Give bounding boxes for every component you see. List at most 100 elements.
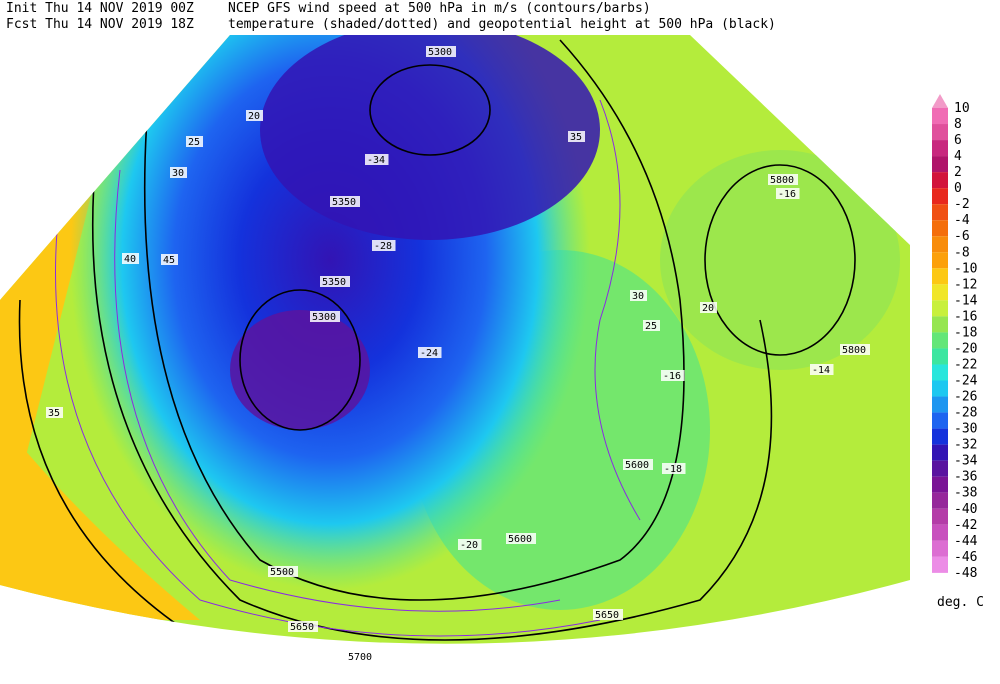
label-box [288, 621, 318, 632]
map-labels: 5300 5350 5350 5300 5600 5600 5800 5800 5500 5650… [46, 46, 870, 663]
label-box [170, 167, 187, 178]
legend-tick-label: 0 [954, 181, 962, 196]
warm-area [660, 150, 900, 370]
height-label: 5350 [332, 197, 356, 208]
legend-tick-label: -16 [954, 309, 977, 324]
label-box [246, 110, 263, 121]
legend-swatch [932, 348, 948, 365]
legend-tick-label: -18 [954, 325, 977, 340]
wind-label: 25 [645, 321, 657, 332]
legend-tick-label: -28 [954, 406, 977, 421]
legend-swatch [932, 268, 948, 285]
legend-swatch [932, 156, 948, 173]
height-label: 5300 [312, 312, 336, 323]
legend-swatch [932, 140, 948, 157]
legend-tick-label: -44 [954, 534, 978, 549]
height-label: 5800 [842, 345, 866, 356]
legend-tick-label: -20 [954, 341, 977, 356]
legend-tick-label: -38 [954, 486, 977, 501]
label-box [458, 539, 482, 550]
height-label: 5800 [770, 175, 794, 186]
legend-tick-label: -4 [954, 213, 970, 228]
label-box [330, 196, 360, 207]
legend-swatch [932, 524, 948, 541]
legend-swatch [932, 556, 948, 573]
legend-swatch [932, 508, 948, 525]
label-box [776, 188, 800, 199]
label-box [623, 459, 653, 470]
wind-label: 20 [702, 303, 714, 314]
legend-tick-label: -8 [954, 245, 970, 260]
legend-swatch [932, 460, 948, 477]
legend-tick-label: 8 [954, 117, 962, 132]
wind-label: 20 [248, 111, 260, 122]
colorbar: 1086420-2-4-6-8-10-12-14-16-18-20-22-24-… [932, 94, 978, 581]
label-box [122, 253, 139, 264]
wind-label: 35 [48, 408, 60, 419]
label-box [768, 174, 798, 185]
legend-tick-label: -30 [954, 422, 977, 437]
label-box [643, 320, 660, 331]
wind-label: 30 [632, 291, 644, 302]
wind-label: 35 [570, 132, 582, 143]
height-label: 5500 [270, 567, 294, 578]
wind-contours [55, 99, 641, 637]
legend-swatch [932, 300, 948, 317]
legend-tick-label: -24 [954, 374, 978, 389]
label-box [161, 254, 178, 265]
legend-swatch [932, 380, 948, 397]
label-box [840, 344, 870, 355]
legend-swatch [932, 252, 948, 269]
temperature-label: -28 [374, 241, 392, 252]
temperature-label: -18 [664, 464, 682, 475]
label-box [810, 364, 834, 375]
label-box [568, 131, 585, 142]
wind-label: 25 [188, 137, 200, 148]
legend-tick-label: 10 [954, 101, 970, 116]
temperature-label: -20 [460, 540, 478, 551]
legend-tick-label: 6 [954, 133, 962, 148]
legend-swatch [932, 540, 948, 557]
legend-swatch [932, 284, 948, 301]
legend-swatch [932, 492, 948, 509]
label-box [346, 651, 376, 662]
legend-unit: deg. C [937, 595, 984, 610]
label-box [630, 290, 647, 301]
legend-swatch [932, 172, 948, 189]
legend-tick-label: -34 [954, 454, 978, 469]
legend-tick-label: -48 [954, 566, 977, 581]
legend-arrow [932, 94, 948, 108]
legend-swatch [932, 364, 948, 381]
legend-tick-label: 4 [954, 149, 962, 164]
legend-tick-label: -42 [954, 518, 977, 533]
init-time: Init Thu 14 NOV 2019 00Z [6, 1, 194, 16]
wind-label: 45 [163, 255, 175, 266]
cold-core [230, 310, 370, 430]
height-label: 5350 [322, 277, 346, 288]
wind-label: 40 [124, 254, 136, 265]
height-label: 5650 [595, 610, 619, 621]
legend-swatch [932, 236, 948, 253]
temperature-label: -14 [812, 365, 830, 376]
label-box [46, 407, 63, 418]
label-box [662, 463, 686, 474]
legend-swatch [932, 428, 948, 445]
legend-swatch [932, 204, 948, 221]
label-box [310, 311, 340, 322]
temperature-label: -24 [420, 348, 438, 359]
legend-tick-label: -22 [954, 357, 977, 372]
label-box [661, 370, 685, 381]
legend-swatch [932, 412, 948, 429]
label-box [418, 347, 442, 358]
legend-tick-label: -32 [954, 438, 977, 453]
label-box [506, 533, 536, 544]
legend-swatch [932, 396, 948, 413]
wind-label: 30 [172, 168, 184, 179]
legend-swatch [932, 124, 948, 141]
height-label: 5600 [625, 460, 649, 471]
legend-swatch [932, 476, 948, 493]
label-box [365, 154, 389, 165]
temperature-label: -16 [778, 189, 796, 200]
